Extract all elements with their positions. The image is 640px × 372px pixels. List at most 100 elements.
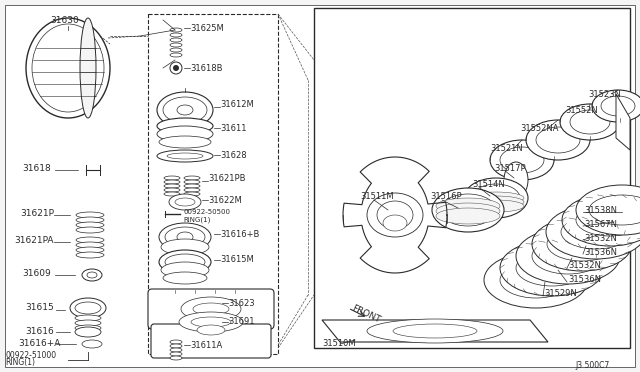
Ellipse shape [70, 298, 106, 318]
Ellipse shape [592, 90, 640, 122]
Ellipse shape [393, 324, 477, 338]
Ellipse shape [76, 212, 104, 218]
Ellipse shape [484, 252, 588, 308]
Ellipse shape [170, 48, 182, 52]
Ellipse shape [159, 250, 211, 274]
Text: 31622M: 31622M [208, 196, 242, 205]
Text: 31536N: 31536N [568, 276, 601, 285]
Ellipse shape [570, 110, 610, 134]
Ellipse shape [436, 198, 500, 214]
Ellipse shape [367, 193, 423, 237]
Text: 31510M: 31510M [322, 340, 356, 349]
Ellipse shape [576, 185, 640, 235]
Ellipse shape [601, 96, 635, 116]
Text: 31618: 31618 [22, 164, 51, 173]
Ellipse shape [562, 194, 640, 246]
Ellipse shape [170, 33, 182, 37]
Ellipse shape [76, 242, 104, 248]
Ellipse shape [80, 18, 96, 118]
Text: 31532N: 31532N [568, 262, 601, 270]
Text: 31609: 31609 [22, 269, 51, 278]
Ellipse shape [184, 184, 200, 188]
FancyBboxPatch shape [151, 324, 271, 358]
Ellipse shape [177, 105, 193, 115]
Ellipse shape [159, 136, 211, 148]
Ellipse shape [184, 180, 200, 184]
Text: 31529N: 31529N [544, 289, 577, 298]
Text: 31532N: 31532N [584, 234, 617, 243]
Ellipse shape [526, 120, 590, 160]
Ellipse shape [177, 232, 193, 242]
Ellipse shape [197, 325, 225, 335]
Ellipse shape [164, 180, 180, 184]
Text: 31523N: 31523N [588, 90, 621, 99]
Ellipse shape [76, 237, 104, 243]
Ellipse shape [179, 312, 243, 332]
Bar [314, 8, 630, 348]
Ellipse shape [165, 254, 205, 270]
Ellipse shape [436, 203, 500, 219]
Ellipse shape [170, 38, 182, 42]
Ellipse shape [170, 53, 182, 57]
Text: 31625M: 31625M [190, 23, 224, 32]
Text: 00922-51000: 00922-51000 [5, 350, 56, 359]
Ellipse shape [164, 184, 180, 188]
Ellipse shape [546, 205, 640, 259]
Ellipse shape [170, 340, 182, 344]
Text: 31516P: 31516P [430, 192, 461, 201]
Ellipse shape [170, 28, 182, 32]
Ellipse shape [490, 140, 554, 180]
Ellipse shape [472, 184, 520, 212]
Text: J3 500C7: J3 500C7 [575, 360, 609, 369]
Ellipse shape [193, 303, 229, 315]
Text: 00922-50500: 00922-50500 [183, 209, 230, 215]
Ellipse shape [560, 104, 620, 140]
Ellipse shape [161, 262, 209, 278]
Ellipse shape [184, 176, 200, 180]
Text: 31611: 31611 [220, 124, 246, 132]
Ellipse shape [468, 192, 524, 204]
Ellipse shape [163, 272, 207, 284]
Text: 31615: 31615 [25, 304, 54, 312]
Text: 31511M: 31511M [360, 192, 394, 201]
Ellipse shape [468, 196, 524, 208]
Ellipse shape [75, 320, 101, 326]
Text: 31611A: 31611A [190, 340, 222, 350]
Ellipse shape [500, 240, 604, 296]
Ellipse shape [76, 252, 104, 258]
Polygon shape [343, 157, 447, 273]
Text: 31517P: 31517P [494, 164, 525, 173]
Ellipse shape [82, 340, 102, 348]
Ellipse shape [516, 228, 620, 284]
Ellipse shape [383, 215, 407, 231]
Ellipse shape [468, 200, 524, 212]
Ellipse shape [377, 201, 413, 229]
Text: 31616: 31616 [25, 327, 54, 337]
Ellipse shape [165, 227, 205, 247]
Ellipse shape [547, 227, 617, 261]
Ellipse shape [87, 272, 97, 278]
Text: 31552NA: 31552NA [520, 124, 559, 132]
Text: 31615M: 31615M [220, 256, 253, 264]
Ellipse shape [167, 153, 203, 159]
Ellipse shape [76, 227, 104, 233]
Bar [148, 14, 278, 354]
Ellipse shape [157, 92, 213, 128]
Ellipse shape [75, 302, 101, 314]
Ellipse shape [164, 188, 180, 192]
Text: 31612M: 31612M [220, 99, 253, 109]
Ellipse shape [75, 327, 101, 337]
Text: 31630: 31630 [50, 16, 79, 25]
Polygon shape [616, 94, 630, 150]
Ellipse shape [464, 178, 528, 218]
Ellipse shape [536, 127, 580, 153]
Text: 31616+A: 31616+A [18, 340, 60, 349]
Ellipse shape [170, 43, 182, 47]
Text: 31616+B: 31616+B [220, 230, 259, 238]
Text: RING(1): RING(1) [5, 359, 35, 368]
Ellipse shape [440, 194, 496, 226]
Ellipse shape [75, 315, 101, 321]
Ellipse shape [76, 222, 104, 228]
Ellipse shape [76, 217, 104, 223]
Ellipse shape [175, 198, 195, 206]
